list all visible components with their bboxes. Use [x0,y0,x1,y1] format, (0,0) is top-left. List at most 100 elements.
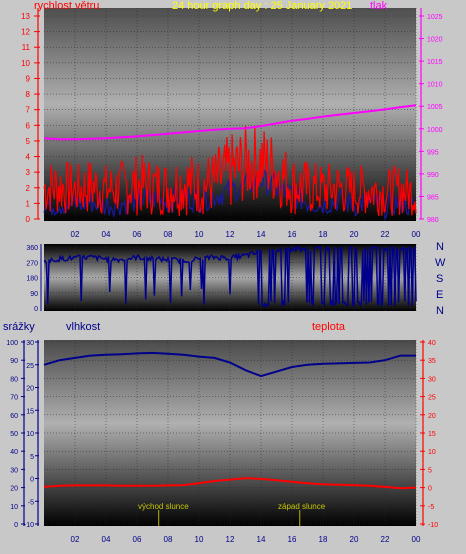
y-tick-label-rain: 60 [10,413,18,420]
y-tick-label-direction: 270 [26,260,38,267]
humidity-label: vlhkost [66,321,100,333]
y-tick-label-rain: 30 [10,467,18,474]
x-tick-label: 12 [226,535,235,544]
compass-s: S [436,273,443,285]
x-tick-label: 20 [350,230,359,239]
x-tick-label: 04 [102,230,111,239]
grid-bottom [44,340,417,526]
x-tick-label: 18 [319,230,328,239]
y-tick-label-temperature: 0 [428,486,432,493]
y-tick-label-temperature: -5 [428,504,434,511]
y-tick-label-wind: 3 [26,168,31,177]
y-tick-label-temperature: 10 [428,449,436,456]
sunset-label: západ slunce [278,502,326,511]
x-tick-label: 18 [319,535,328,544]
y-tick-label-rain: 0 [14,522,18,529]
y-tick-label-rain: 10 [10,504,18,511]
x-tick-label: 06 [133,230,142,239]
y-tick-label-pressure: 1005 [427,104,443,111]
y-tick-label-rain: 20 [10,486,18,493]
y-tick-label-wind: 6 [26,121,31,130]
x-tick-label: 10 [195,230,204,239]
y-tick-label-rain: 50 [10,431,18,438]
y-tick-label-rain: 90 [10,358,18,365]
y-tick-label-wind: 0 [26,215,31,224]
y-tick-label-rain: 70 [10,395,18,402]
y-tick-label-temperature: 35 [428,358,436,365]
compass-e: E [436,289,443,301]
y-tick-label-humidity: 25 [26,363,34,370]
y-tick-label-pressure: 1000 [427,127,443,134]
y-tick-label-wind: 1 [26,199,31,208]
wind-speed-label: rychlost větru [34,0,99,12]
y-tick-label-humidity: 20 [26,386,34,393]
rain-label: srážky [3,321,35,333]
x-tick-label: 16 [288,535,297,544]
y-tick-label-wind: 9 [26,74,31,83]
x-tick-label: 22 [381,535,390,544]
pressure-line [43,104,417,141]
x-tick-label: 22 [381,230,390,239]
tick-labels: 02 04 06 08 10 12 14 16 18 20 22 000123456789101112… [6,12,442,544]
y-tick-label-wind: 7 [26,106,31,115]
y-tick-label-temperature: 15 [428,431,436,438]
x-tick-label: 00 [412,535,421,544]
y-tick-label-wind: 4 [26,153,31,162]
compass-w: W [435,257,446,269]
y-tick-label-pressure: 980 [427,217,439,224]
y-tick-label-humidity: 0 [30,477,34,484]
y-tick-label-wind: 12 [21,28,30,37]
x-tick-label: 02 [71,230,80,239]
y-tick-label-wind: 8 [26,90,31,99]
y-tick-label-pressure: 1020 [427,37,443,44]
y-tick-label-pressure: 985 [427,194,439,201]
y-tick-label-wind: 5 [26,137,31,146]
y-tick-label-humidity: 10 [26,431,34,438]
y-tick-label-pressure: 995 [427,149,439,156]
humidity-line [43,351,416,378]
y-tick-label-wind: 2 [26,184,31,193]
temperature-label: teplota [312,321,346,333]
x-tick-label: 12 [226,230,235,239]
pressure-label: tlak [370,0,388,12]
y-tick-label-direction: 90 [30,291,38,298]
y-tick-label-humidity: -10 [24,522,34,529]
y-tick-label-temperature: 40 [428,340,436,347]
x-tick-label: 16 [288,230,297,239]
chart-title: 24 hour graph day : 25 January 2021 [172,0,352,12]
x-tick-label: 20 [350,535,359,544]
x-tick-label: 10 [195,535,204,544]
axes [21,8,425,526]
y-tick-label-direction: 360 [26,245,38,252]
x-tick-label: 00 [412,230,421,239]
x-tick-label: 02 [71,535,80,544]
y-tick-label-direction: 180 [26,276,38,283]
x-tick-label: 08 [164,230,173,239]
y-tick-label-humidity: 5 [30,454,34,461]
y-tick-label-rain: 40 [10,449,18,456]
y-tick-label-humidity: 30 [26,340,34,347]
y-tick-label-temperature: -10 [428,522,438,529]
y-tick-label-temperature: 20 [428,413,436,420]
y-tick-label-wind: 13 [21,12,30,21]
y-tick-label-pressure: 1025 [427,14,443,21]
y-tick-label-pressure: 1015 [427,59,443,66]
x-tick-label: 06 [133,535,142,544]
compass-n-top: N [436,241,444,253]
x-tick-label: 08 [164,535,173,544]
y-tick-label-pressure: 1010 [427,82,443,89]
y-tick-label-rain: 100 [6,340,18,347]
y-tick-label-temperature: 30 [428,376,436,383]
x-tick-label: 04 [102,535,111,544]
wind-direction-line [43,244,417,309]
x-tick-label: 14 [257,535,266,544]
y-tick-label-humidity: -5 [28,499,34,506]
y-tick-label-humidity: 15 [26,408,34,415]
temperature-line [43,477,417,490]
x-tick-label: 14 [257,230,266,239]
y-tick-label-pressure: 990 [427,172,439,179]
y-tick-label-wind: 10 [21,59,30,68]
y-tick-label-temperature: 25 [428,395,436,402]
y-tick-label-direction: 0 [34,306,38,313]
